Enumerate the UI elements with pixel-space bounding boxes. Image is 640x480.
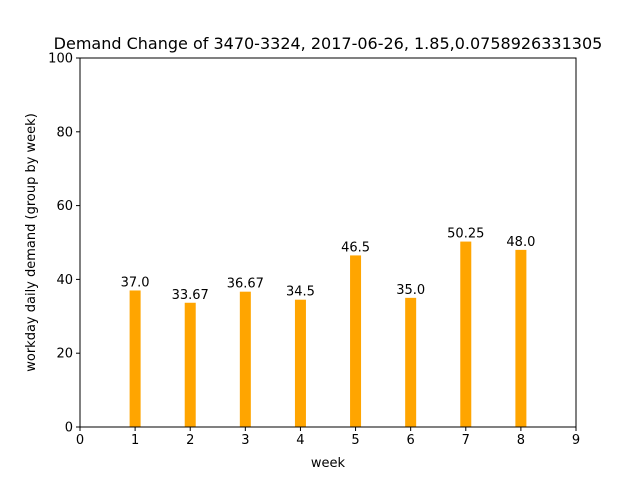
y-axis-label: workday daily demand (group by week) (24, 113, 39, 372)
y-tick-label: 20 (56, 347, 73, 362)
bar-week-7 (460, 241, 472, 427)
y-axis: 0 20 40 60 80 100 (48, 52, 80, 436)
bar-week-8 (515, 249, 527, 427)
x-tick-label: 0 (76, 433, 84, 448)
x-tick-label: 8 (517, 433, 525, 448)
bar-week-5 (350, 255, 362, 427)
y-tick-label: 100 (48, 52, 73, 67)
data-label-week-4: 34.5 (286, 285, 315, 300)
data-label-week-5: 46.5 (341, 240, 370, 255)
x-tick-label: 5 (351, 433, 359, 448)
bars-group (129, 241, 527, 427)
chart-title: Demand Change of 3470-3324, 2017-06-26, … (54, 34, 603, 53)
x-tick-label: 9 (572, 433, 580, 448)
x-tick-label: 6 (407, 433, 415, 448)
bar-week-4 (294, 299, 306, 427)
y-tick-label: 40 (56, 273, 73, 288)
data-label-week-3: 36.67 (227, 277, 264, 292)
data-labels-group: 37.0 33.67 36.67 34.5 46.5 35.0 50.25 48.0 (121, 227, 536, 303)
y-tick-label: 60 (56, 199, 73, 214)
bar-week-3 (239, 291, 251, 427)
data-label-week-7: 50.25 (447, 227, 484, 242)
x-tick-label: 1 (131, 433, 139, 448)
y-tick-label: 80 (56, 125, 73, 140)
bar-week-1 (129, 290, 141, 427)
data-label-week-2: 33.67 (172, 288, 209, 303)
data-label-week-8: 48.0 (506, 235, 535, 250)
x-axis: 0 1 2 3 4 5 6 7 8 9 (76, 427, 580, 448)
data-label-week-1: 37.0 (121, 275, 150, 290)
x-tick-label: 2 (186, 433, 194, 448)
y-tick-label: 0 (65, 421, 73, 436)
x-axis-label: week (311, 456, 346, 471)
x-tick-label: 4 (296, 433, 304, 448)
x-tick-label: 7 (462, 433, 470, 448)
bar-week-2 (184, 302, 196, 427)
bar-week-6 (405, 297, 417, 427)
x-tick-label: 3 (241, 433, 249, 448)
data-label-week-6: 35.0 (396, 283, 425, 298)
plot-frame (79, 57, 577, 428)
